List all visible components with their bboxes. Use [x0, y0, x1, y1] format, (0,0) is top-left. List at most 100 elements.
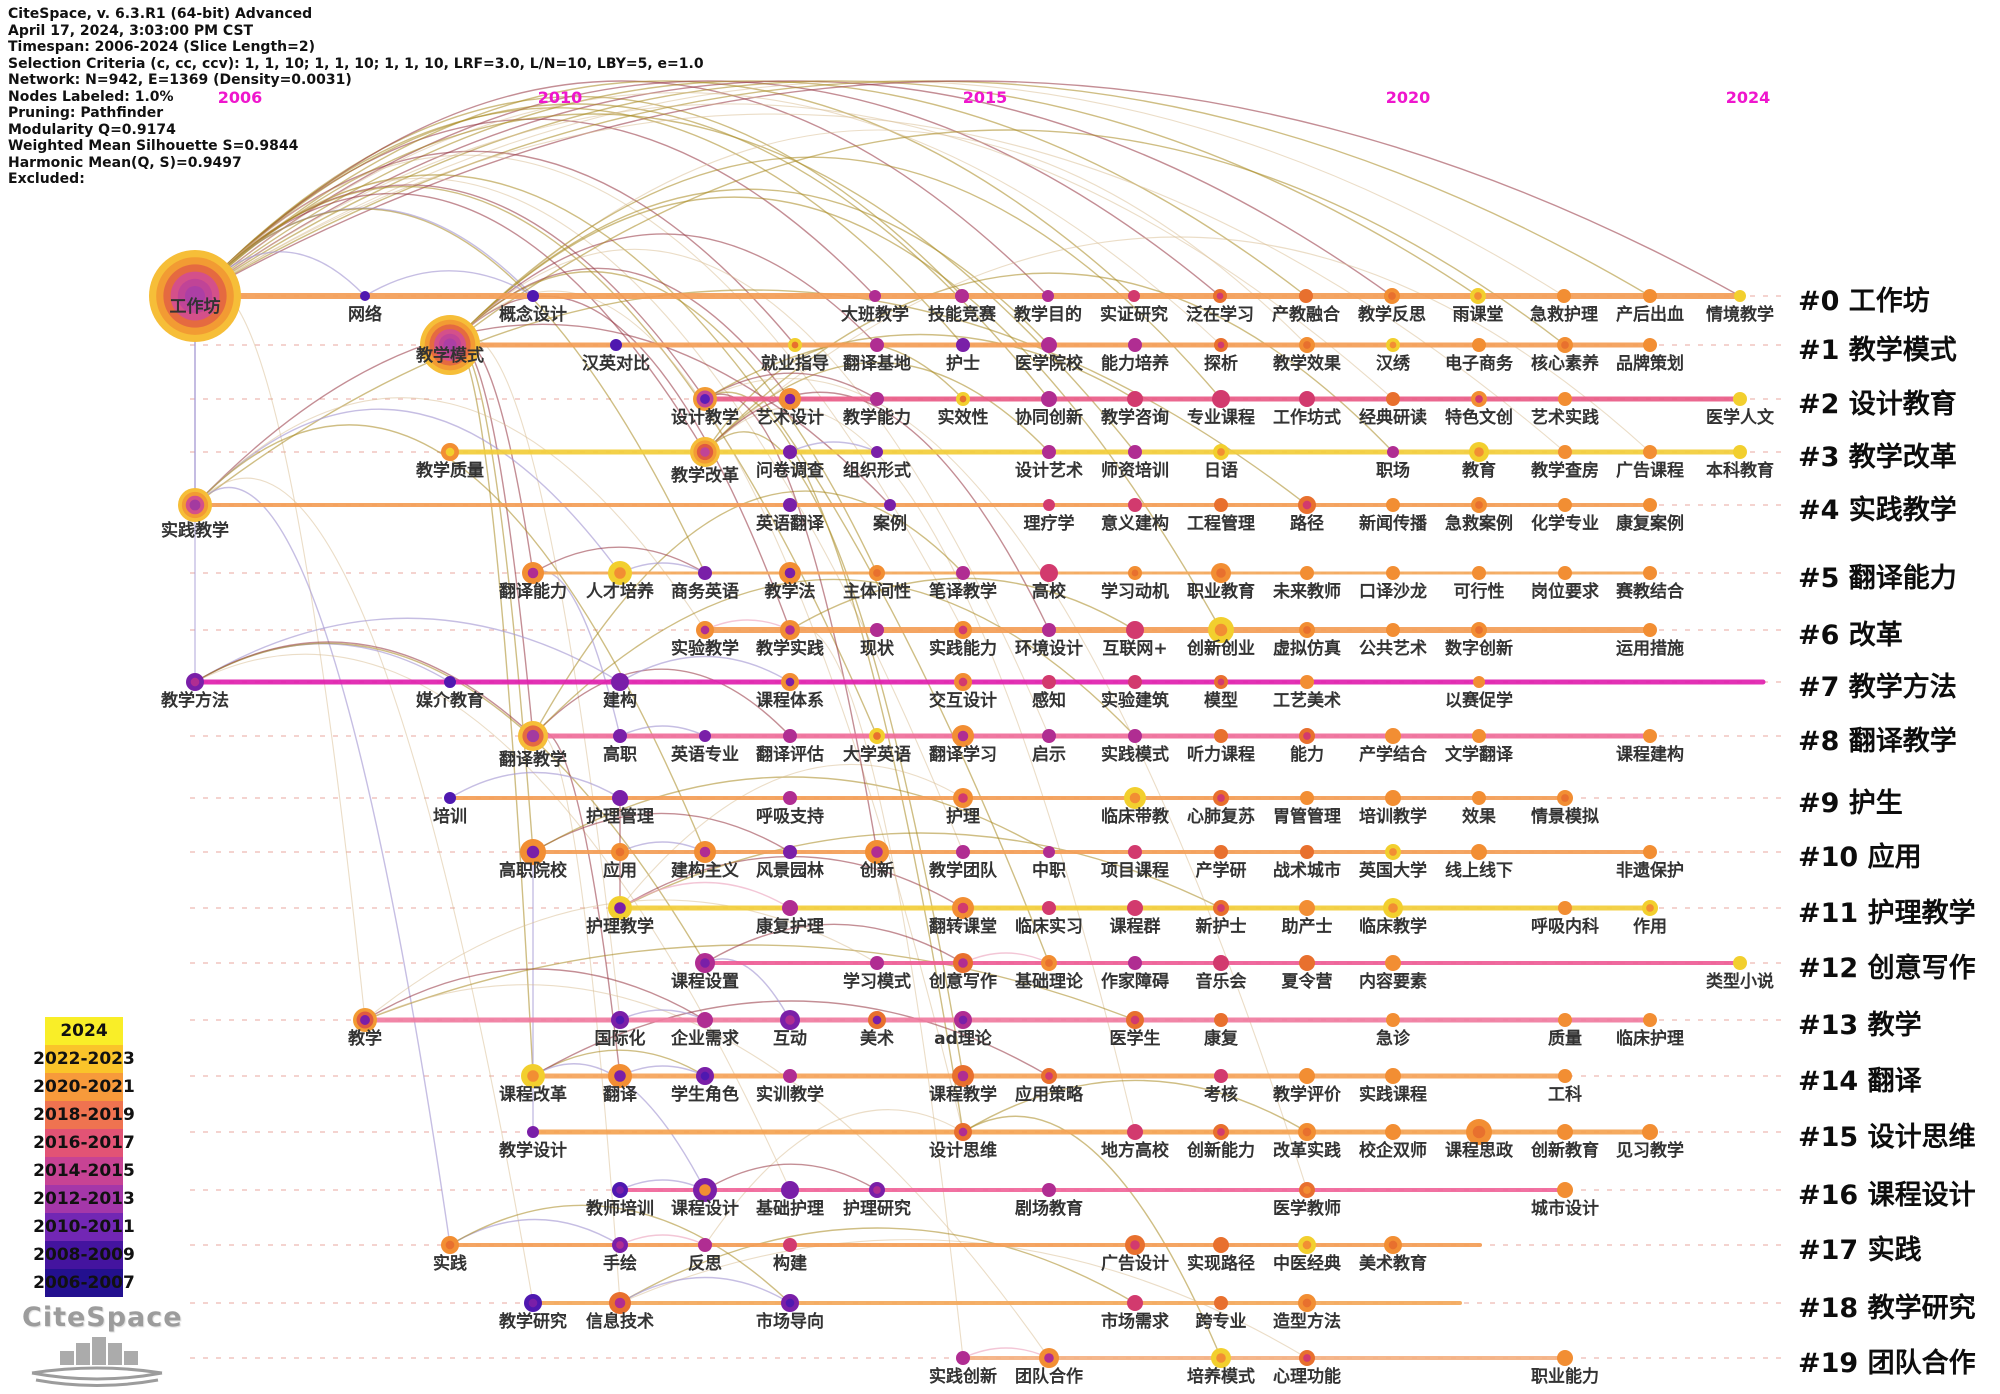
timeline-node[interactable] — [610, 339, 622, 351]
timeline-node[interactable] — [1385, 1124, 1401, 1140]
timeline-node[interactable] — [954, 621, 972, 639]
timeline-node[interactable] — [1642, 900, 1658, 916]
timeline-node[interactable] — [1125, 1235, 1145, 1255]
timeline-node[interactable] — [441, 1236, 459, 1254]
timeline-node[interactable] — [1300, 675, 1314, 689]
timeline-node[interactable] — [781, 673, 799, 691]
timeline-node[interactable] — [696, 621, 714, 639]
timeline-node[interactable] — [1128, 729, 1142, 743]
cluster-label-7[interactable]: #7 教学方法 — [1798, 672, 1957, 703]
timeline-node[interactable] — [1298, 1123, 1316, 1141]
timeline-node[interactable] — [1557, 790, 1573, 806]
timeline-node[interactable] — [608, 1064, 632, 1088]
timeline-node[interactable] — [608, 561, 632, 585]
timeline-node[interactable] — [1299, 622, 1315, 638]
timeline-node[interactable] — [611, 843, 629, 861]
timeline-node[interactable] — [1042, 901, 1056, 915]
timeline-node[interactable] — [611, 673, 629, 691]
timeline-node[interactable] — [1300, 845, 1314, 859]
timeline-node[interactable] — [1041, 337, 1057, 353]
timeline-node[interactable] — [1042, 1183, 1056, 1197]
timeline-node[interactable] — [869, 290, 881, 302]
timeline-node[interactable] — [779, 388, 801, 410]
timeline-node[interactable] — [1213, 1124, 1229, 1140]
cluster-label-17[interactable]: #17 实践 — [1798, 1235, 1922, 1266]
timeline-node[interactable] — [868, 1011, 886, 1029]
timeline-node[interactable] — [1473, 676, 1485, 688]
timeline-node[interactable] — [699, 730, 711, 742]
timeline-node[interactable] — [1300, 791, 1314, 805]
timeline-node[interactable] — [1128, 675, 1142, 689]
timeline-node[interactable] — [1558, 566, 1572, 580]
cluster-label-19[interactable]: #19 团队合作 — [1798, 1348, 1976, 1379]
timeline-node[interactable] — [1213, 955, 1229, 971]
timeline-node[interactable] — [1214, 845, 1228, 859]
timeline-node-ring[interactable] — [353, 1008, 377, 1032]
timeline-node[interactable] — [1299, 955, 1315, 971]
timeline-node[interactable] — [870, 956, 884, 970]
timeline-node[interactable] — [1041, 955, 1057, 971]
timeline-node[interactable] — [1299, 289, 1313, 303]
timeline-node[interactable] — [783, 1238, 797, 1252]
timeline-node[interactable] — [1385, 955, 1401, 971]
timeline-node[interactable] — [956, 338, 970, 352]
timeline-node-ring[interactable] — [149, 250, 241, 342]
timeline-node[interactable] — [1298, 1236, 1316, 1254]
timeline-node[interactable] — [1214, 1069, 1228, 1083]
cluster-label-9[interactable]: #9 护生 — [1798, 788, 1903, 819]
timeline-node[interactable] — [611, 1011, 629, 1029]
timeline-node[interactable] — [1214, 338, 1228, 352]
timeline-node[interactable] — [1040, 564, 1058, 582]
timeline-node[interactable] — [1214, 1013, 1228, 1027]
timeline-node[interactable] — [1041, 391, 1057, 407]
timeline-node[interactable] — [1386, 1013, 1400, 1027]
timeline-node[interactable] — [1211, 1348, 1231, 1368]
timeline-node-ring[interactable] — [690, 437, 720, 467]
timeline-node[interactable] — [781, 1181, 799, 1199]
timeline-node[interactable] — [1208, 617, 1234, 643]
cluster-label-15[interactable]: #15 设计思维 — [1798, 1122, 1976, 1153]
timeline-node[interactable] — [1643, 289, 1657, 303]
timeline-node[interactable] — [1386, 498, 1400, 512]
timeline-node[interactable] — [1128, 956, 1142, 970]
timeline-node[interactable] — [1211, 563, 1231, 583]
timeline-node[interactable] — [1214, 675, 1228, 689]
timeline-node[interactable] — [952, 897, 974, 919]
timeline-node[interactable] — [1299, 728, 1315, 744]
timeline-node[interactable] — [956, 392, 970, 406]
timeline-node[interactable] — [1643, 729, 1657, 743]
timeline-node[interactable] — [1042, 290, 1054, 302]
cluster-label-1[interactable]: #1 教学模式 — [1798, 335, 1957, 366]
cluster-label-3[interactable]: #3 教学改革 — [1798, 442, 1957, 473]
timeline-node[interactable] — [1214, 498, 1228, 512]
cluster-label-8[interactable]: #8 翻译教学 — [1798, 726, 1957, 757]
timeline-node[interactable] — [1472, 566, 1486, 580]
timeline-node[interactable] — [441, 443, 459, 461]
timeline-node[interactable] — [783, 845, 797, 859]
timeline-node[interactable] — [1213, 289, 1227, 303]
timeline-node[interactable] — [1385, 1068, 1401, 1084]
timeline-node[interactable] — [697, 1012, 713, 1028]
timeline-node[interactable] — [871, 446, 883, 458]
timeline-node[interactable] — [520, 839, 546, 865]
timeline-node[interactable] — [1128, 445, 1142, 459]
timeline-node[interactable] — [1384, 288, 1400, 304]
timeline-node[interactable] — [788, 338, 802, 352]
timeline-node[interactable] — [1128, 566, 1142, 580]
timeline-node[interactable] — [1039, 1348, 1059, 1368]
timeline-node[interactable] — [1469, 442, 1489, 462]
timeline-node[interactable] — [1643, 845, 1657, 859]
cluster-label-6[interactable]: #6 改革 — [1798, 620, 1903, 651]
timeline-node[interactable] — [1213, 790, 1229, 806]
timeline-node[interactable] — [1643, 498, 1657, 512]
timeline-node[interactable] — [783, 445, 797, 459]
timeline-node[interactable] — [1043, 846, 1055, 858]
timeline-node[interactable] — [1558, 901, 1572, 915]
timeline-node[interactable] — [522, 562, 544, 584]
timeline-node[interactable] — [1042, 445, 1056, 459]
timeline-node[interactable] — [612, 790, 628, 806]
cluster-label-14[interactable]: #14 翻译 — [1798, 1066, 1922, 1097]
timeline-node[interactable] — [1128, 290, 1140, 302]
timeline-node[interactable] — [1299, 337, 1315, 353]
